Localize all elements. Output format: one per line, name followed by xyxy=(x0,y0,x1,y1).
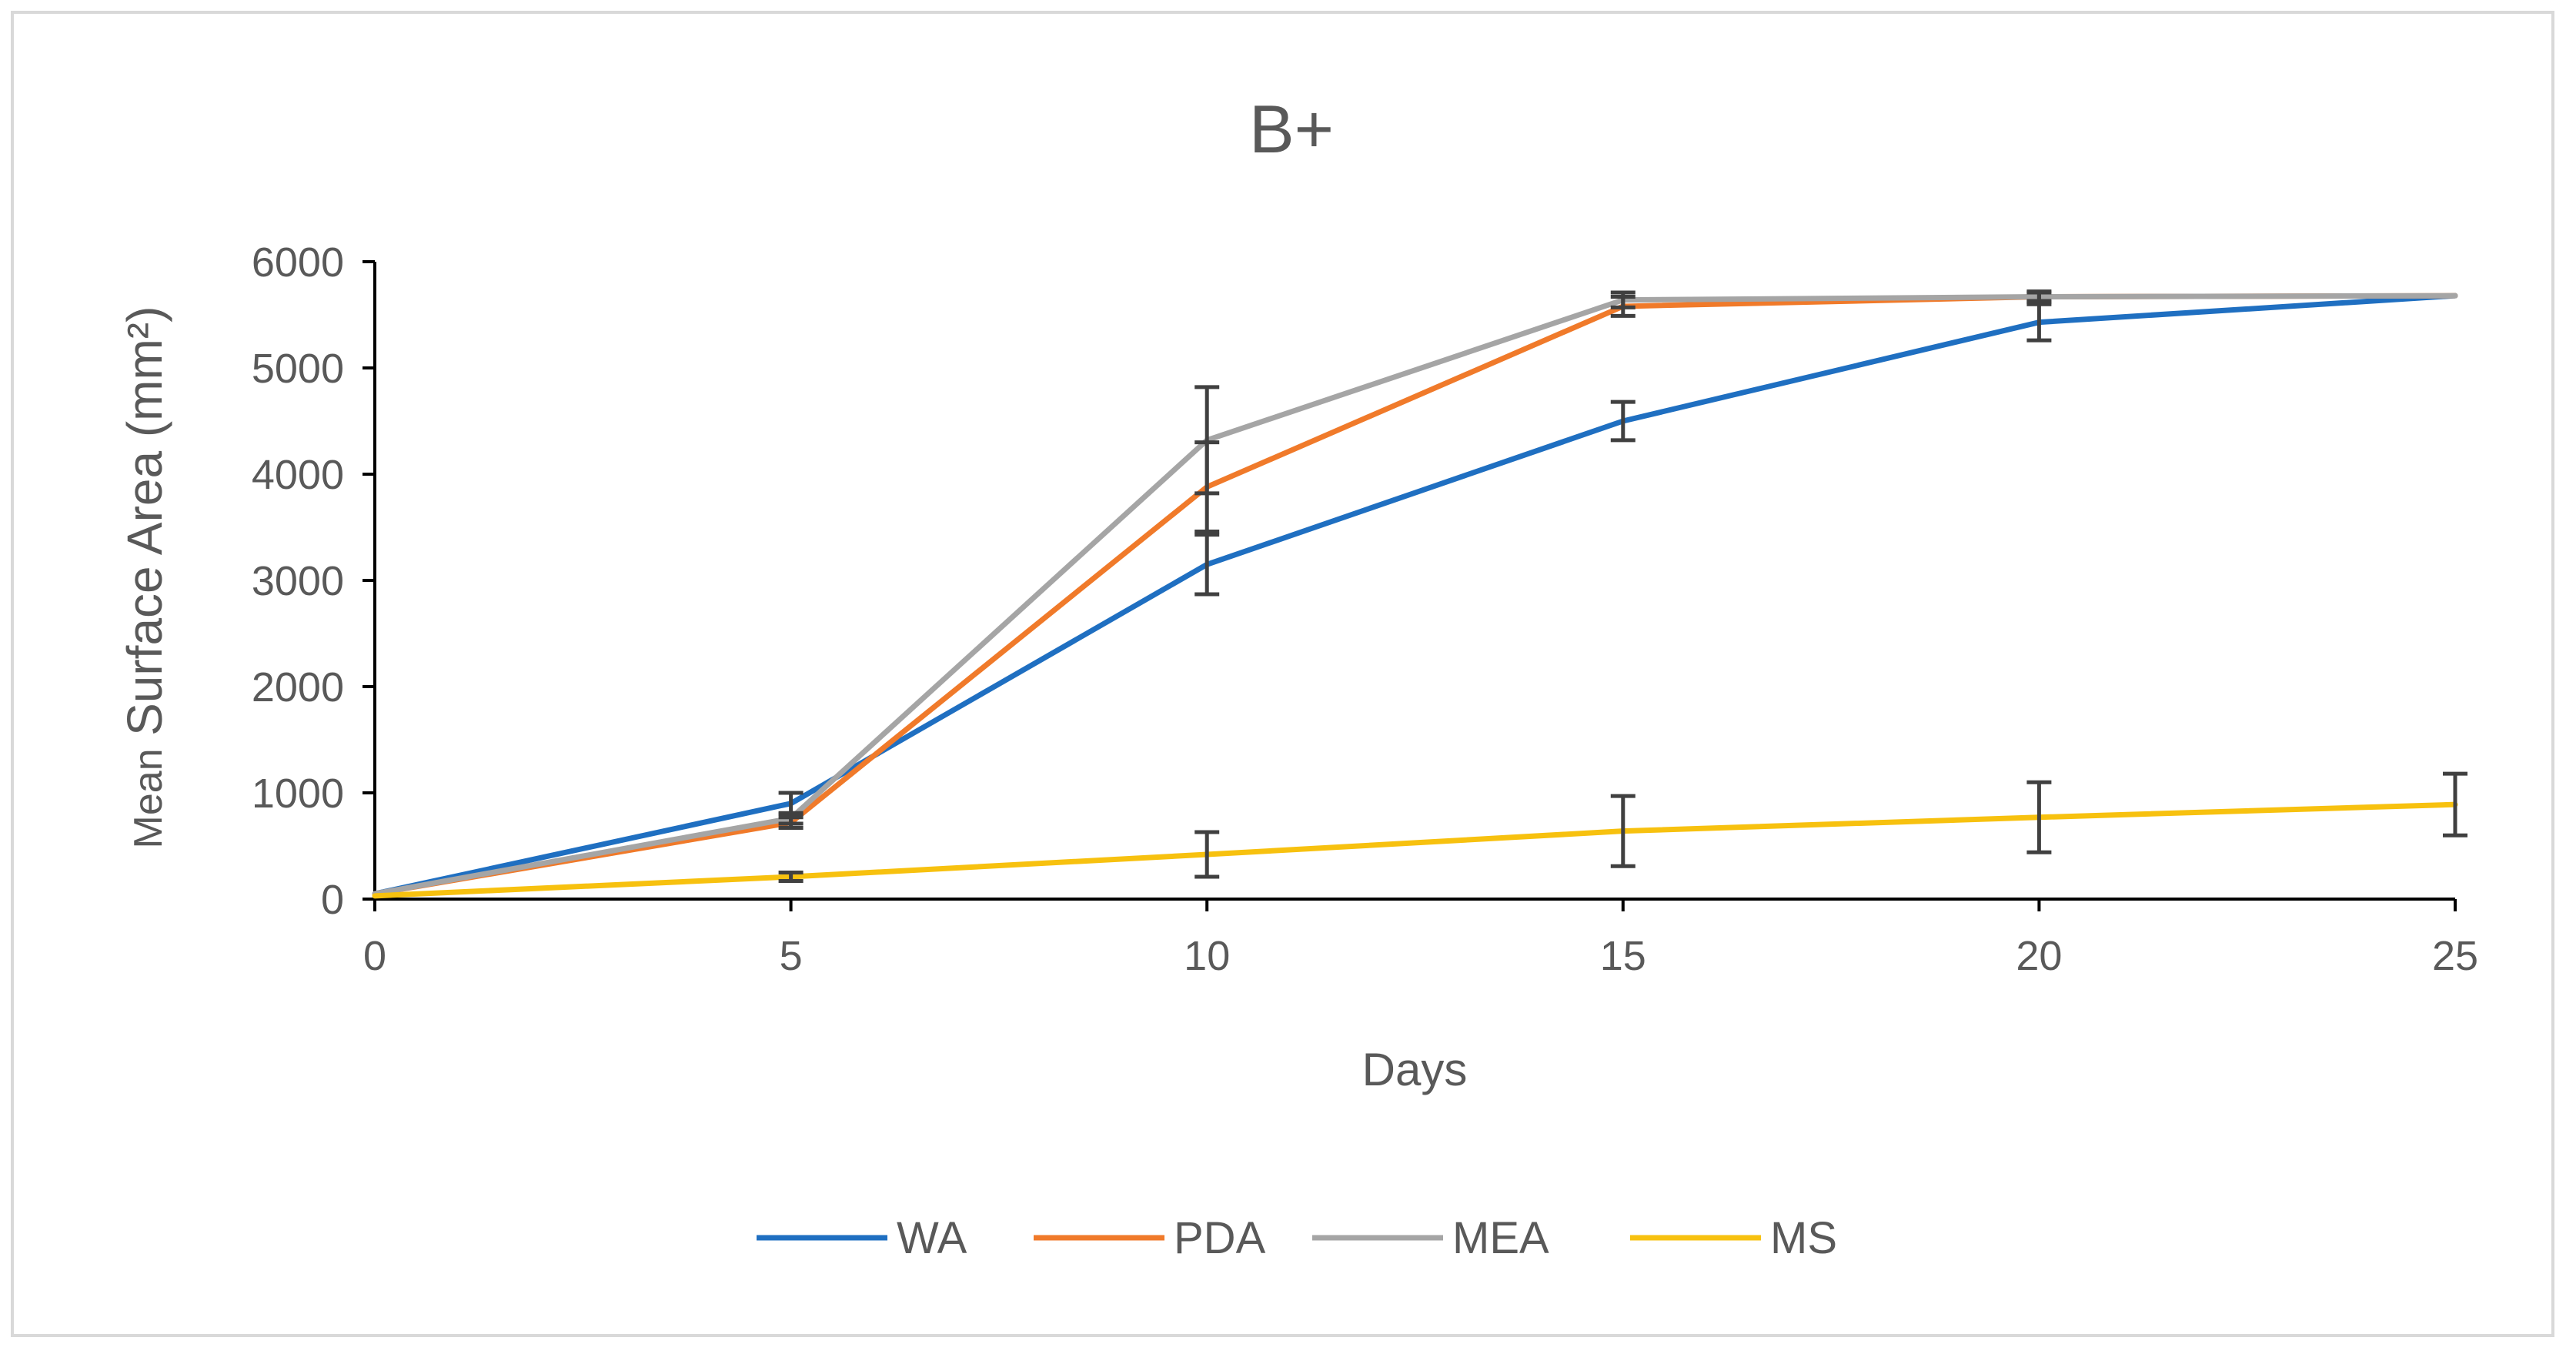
error-bar-wa xyxy=(2026,302,2052,343)
error-bar-wa xyxy=(1610,400,1635,443)
legend-label-wa: WA xyxy=(897,1213,967,1263)
series-line-mea xyxy=(372,293,2458,897)
y-tick-label: 0 xyxy=(321,877,344,923)
series-line-ms xyxy=(372,801,2458,899)
error-bar-ms xyxy=(778,871,804,884)
x-tick-label: 20 xyxy=(2016,933,2062,979)
y-tick-label: 5000 xyxy=(252,346,344,392)
y-tick-label: 2000 xyxy=(252,664,344,710)
x-tick-label: 5 xyxy=(780,933,803,979)
series-layer xyxy=(372,293,2458,899)
error-bar-mea xyxy=(1610,290,1635,309)
x-tick-label: 15 xyxy=(1600,933,1646,979)
axes xyxy=(363,260,2457,911)
y-tick-label: 1000 xyxy=(252,771,344,817)
x-tick-label: 25 xyxy=(2432,933,2478,979)
y-tick-label: 4000 xyxy=(252,452,344,498)
x-tick-labels: 0 5 10 15 20 25 xyxy=(363,933,2478,979)
y-tick-label: 6000 xyxy=(252,239,344,286)
y-axis-title-main: Surface Area (mm²) xyxy=(117,306,172,736)
x-tick-label: 0 xyxy=(363,933,386,979)
error-bar-wa xyxy=(1194,533,1220,597)
legend-label-pda: PDA xyxy=(1174,1213,1266,1263)
error-bar-ms xyxy=(1194,830,1220,879)
error-bar-ms xyxy=(2443,771,2467,837)
y-axis-title-prefix: Mean xyxy=(126,748,171,848)
x-tick-label: 10 xyxy=(1184,933,1230,979)
error-bar-mea xyxy=(2026,290,2052,303)
error-bar-ms xyxy=(1610,794,1635,868)
legend: WA PDA MEA MS xyxy=(757,1213,1837,1263)
error-bar-mea xyxy=(778,811,804,826)
error-bars xyxy=(778,289,2467,884)
chart-frame xyxy=(11,11,2554,1337)
error-bar-mea xyxy=(1194,385,1220,496)
legend-label-ms: MS xyxy=(1770,1213,1837,1263)
x-axis-title: Days xyxy=(1362,1044,1468,1095)
error-bar-ms xyxy=(2026,780,2052,854)
series-line-wa xyxy=(372,293,2458,897)
y-axis-title: Mean Surface Area (mm²) xyxy=(117,306,172,849)
y-tick-labels: 0 1000 2000 3000 4000 5000 6000 xyxy=(252,239,344,923)
y-tick-label: 3000 xyxy=(252,558,344,604)
series-line-pda xyxy=(372,293,2458,897)
chart-title: B+ xyxy=(1249,91,1334,167)
legend-label-mea: MEA xyxy=(1452,1213,1549,1263)
